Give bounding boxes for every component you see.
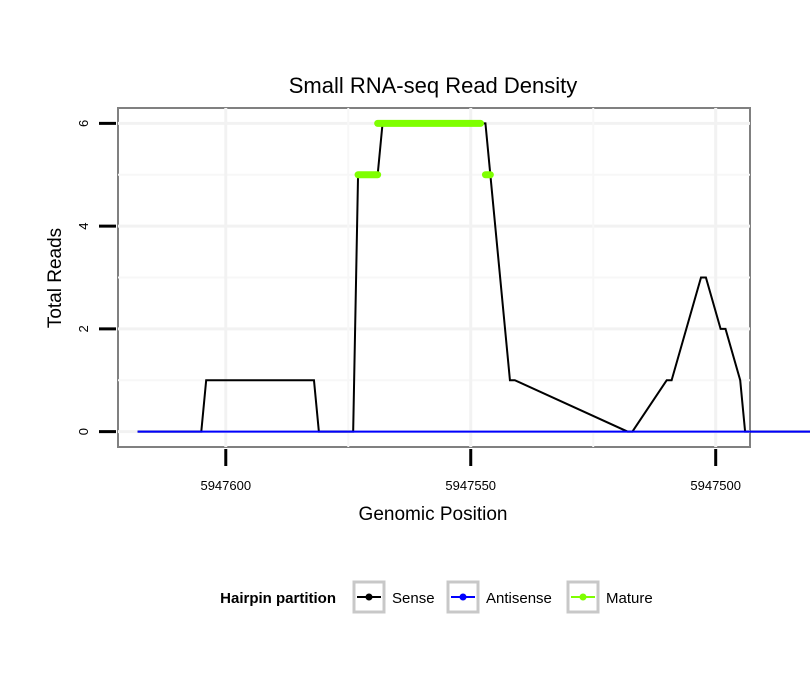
x-tick-label: 5947500 — [690, 478, 741, 493]
series-layer — [137, 119, 810, 433]
legend-key-sense-point — [365, 593, 373, 601]
legend-title: Hairpin partition — [220, 590, 336, 607]
x-tick-label: 5947600 — [200, 478, 251, 493]
y-axis-title: Total Reads — [45, 228, 66, 328]
axis-layer: 0 2 4 6 5947600 5947550 5947500 — [76, 120, 741, 493]
series-sense-line — [137, 122, 810, 433]
x-tick-label: 5947550 — [445, 478, 496, 493]
legend-label-sense: Sense — [392, 590, 435, 607]
legend-label-mature: Mature — [606, 590, 653, 607]
legend-key-antisense — [446, 580, 480, 614]
y-tick-label: 0 — [76, 428, 91, 435]
legend-item-sense: Sense — [352, 580, 435, 614]
legend-key-antisense-point — [459, 593, 467, 601]
legend-label-antisense: Antisense — [486, 590, 552, 607]
legend: Hairpin partition Sense Antisense Mature — [220, 580, 653, 614]
legend-item-mature: Mature — [566, 580, 653, 614]
chart-title: Small RNA-seq Read Density — [289, 73, 578, 98]
y-tick-label: 2 — [76, 325, 91, 332]
y-tick-label: 6 — [76, 120, 91, 127]
x-axis-title: Genomic Position — [359, 504, 508, 525]
legend-item-antisense: Antisense — [446, 580, 552, 614]
y-tick-label: 4 — [76, 223, 91, 230]
legend-key-mature-point — [579, 593, 587, 601]
